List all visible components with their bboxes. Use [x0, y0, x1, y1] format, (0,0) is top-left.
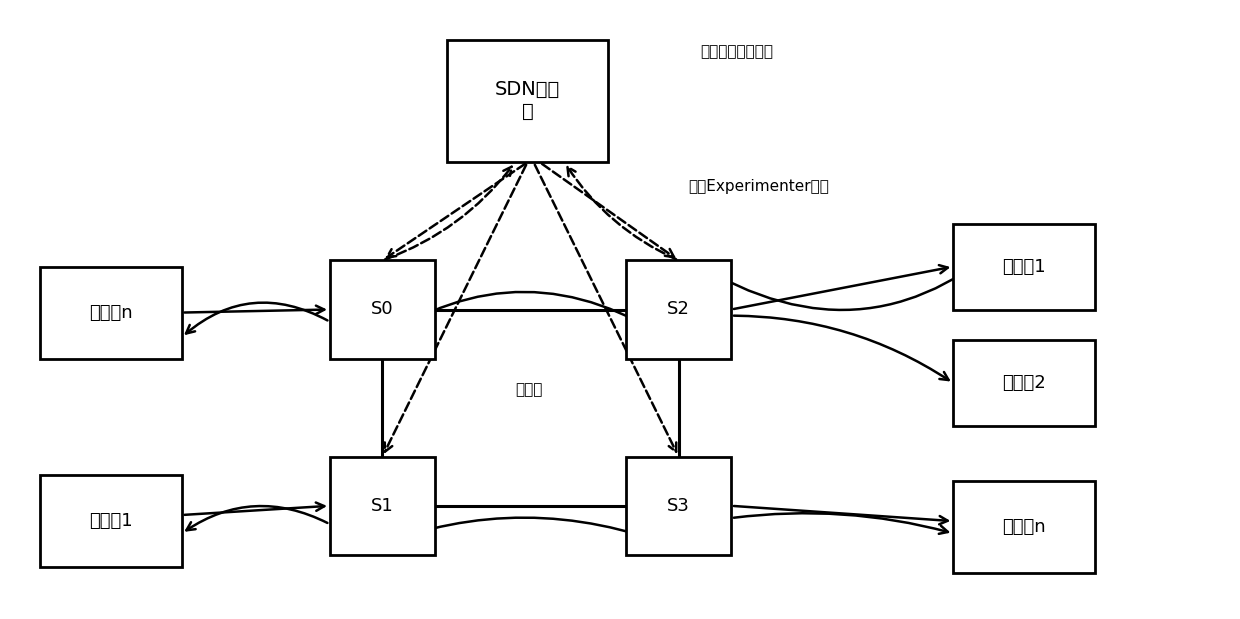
FancyBboxPatch shape — [626, 457, 732, 555]
FancyBboxPatch shape — [954, 340, 1095, 426]
Text: 客户端1: 客户端1 — [89, 512, 133, 530]
FancyBboxPatch shape — [448, 40, 608, 162]
Text: S2: S2 — [667, 300, 691, 319]
Text: 客户竭n: 客户竭n — [89, 303, 133, 321]
FancyBboxPatch shape — [626, 261, 732, 358]
Text: SDN控制
器: SDN控制 器 — [495, 80, 560, 121]
Text: 下流表: 下流表 — [515, 382, 542, 397]
Text: 服务器1: 服务器1 — [1002, 258, 1047, 275]
FancyBboxPatch shape — [954, 223, 1095, 310]
FancyBboxPatch shape — [954, 481, 1095, 573]
Text: S3: S3 — [667, 497, 691, 515]
FancyBboxPatch shape — [330, 457, 435, 555]
Text: 服务器2: 服务器2 — [1002, 374, 1047, 392]
Text: 上报Experimenter报文: 上报Experimenter报文 — [688, 180, 828, 194]
Text: S0: S0 — [371, 300, 393, 319]
Text: 制定加权轮询策略: 制定加权轮询策略 — [701, 45, 774, 59]
Text: S1: S1 — [371, 497, 394, 515]
FancyBboxPatch shape — [330, 261, 435, 358]
Text: 服务器n: 服务器n — [1002, 518, 1047, 536]
FancyBboxPatch shape — [40, 267, 182, 358]
FancyBboxPatch shape — [40, 475, 182, 567]
